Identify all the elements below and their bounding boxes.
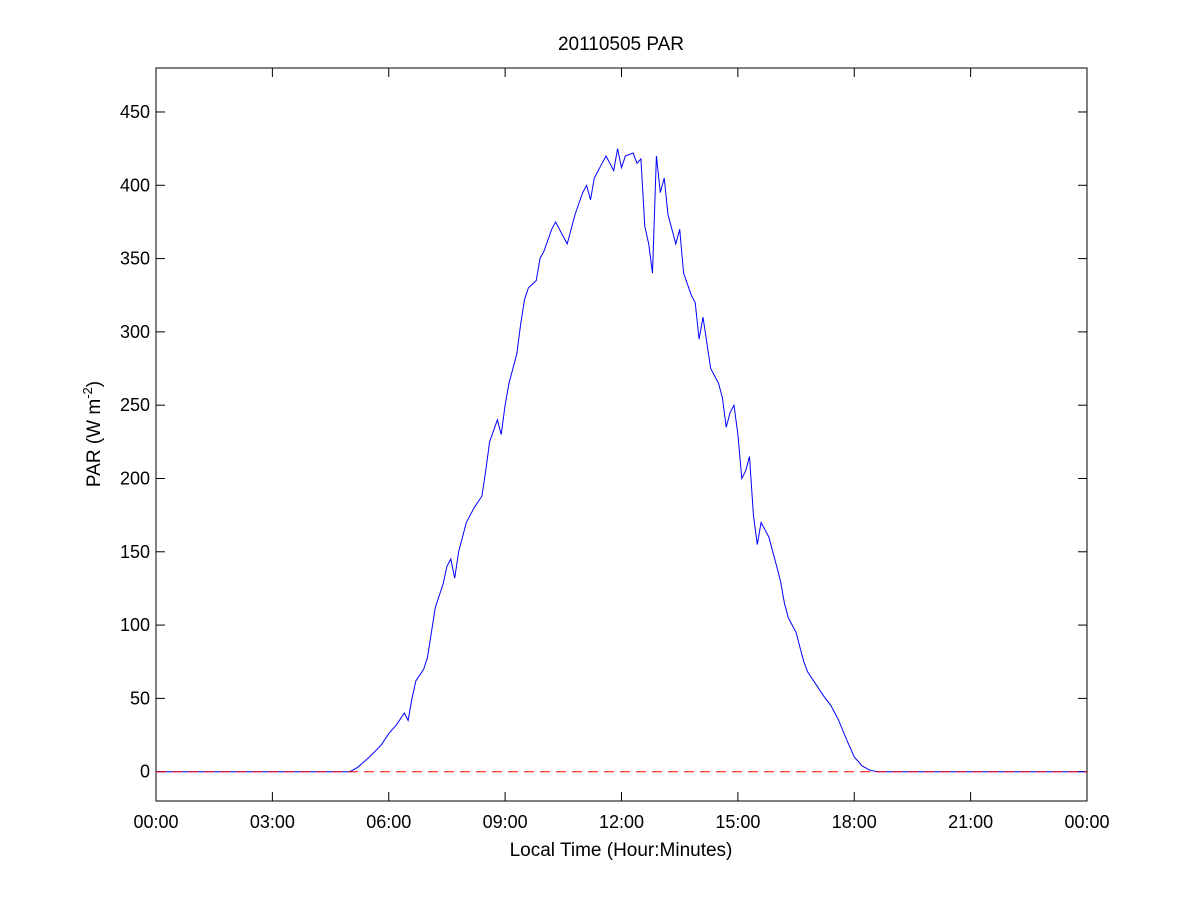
x-tick-label: 21:00 bbox=[948, 812, 993, 832]
y-tick-label: 250 bbox=[120, 395, 150, 415]
y-tick-label: 150 bbox=[120, 542, 150, 562]
y-tick-label: 300 bbox=[120, 322, 150, 342]
x-axis-label: Local Time (Hour:Minutes) bbox=[510, 840, 733, 861]
y-tick-label: 50 bbox=[130, 688, 150, 708]
par-series-line bbox=[156, 148, 1087, 773]
y-tick-label: 350 bbox=[120, 249, 150, 269]
x-tick-label: 00:00 bbox=[133, 812, 178, 832]
x-tick-label: 15:00 bbox=[715, 812, 760, 832]
y-tick-label: 400 bbox=[120, 175, 150, 195]
data-series bbox=[156, 148, 1087, 773]
y-tick-label: 450 bbox=[120, 102, 150, 122]
x-tick-label: 09:00 bbox=[483, 812, 528, 832]
y-tick-label: 0 bbox=[140, 762, 150, 782]
x-tick-label: 06:00 bbox=[366, 812, 411, 832]
y-axis-label-tail: ) bbox=[84, 381, 105, 387]
y-axis-label-superscript: -2 bbox=[80, 387, 95, 399]
x-tick-label: 12:00 bbox=[599, 812, 644, 832]
plot-frame bbox=[155, 67, 1088, 802]
axis-ticks: 00:00 03:00 06:00 09:00 12:00 15:00 18:00 21:00… bbox=[120, 68, 1110, 832]
y-axis-label-main: PAR (W m bbox=[84, 399, 105, 487]
x-tick-label: 03:00 bbox=[250, 812, 295, 832]
y-tick-label: 100 bbox=[120, 615, 150, 635]
y-axis-label: PAR (W m-2) bbox=[80, 381, 105, 487]
x-tick-label: 18:00 bbox=[832, 812, 877, 832]
y-tick-label: 200 bbox=[120, 468, 150, 488]
chart-title: 20110505 PAR bbox=[558, 34, 684, 55]
x-tick-label: 00:00 bbox=[1064, 812, 1109, 832]
